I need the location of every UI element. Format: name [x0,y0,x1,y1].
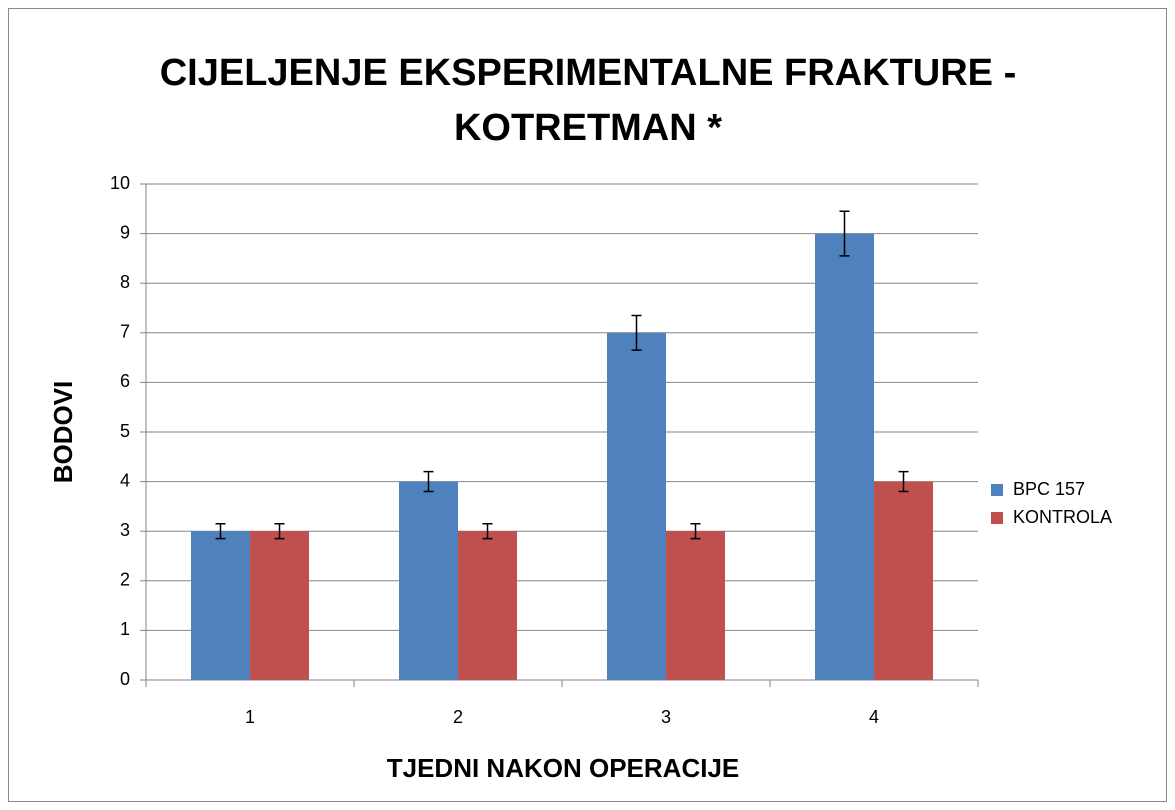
y-tick-label: 10 [110,173,130,193]
bar [607,332,666,680]
bar [399,481,458,680]
bar [815,233,874,680]
error-bar [215,523,226,540]
y-tick-label: 3 [120,520,130,540]
x-tick-label: 1 [245,707,255,727]
legend-label: KONTROLA [1013,507,1112,527]
y-tick-label: 4 [120,470,130,490]
y-tick-label: 8 [120,272,130,292]
x-tick-label: 4 [869,707,879,727]
y-tick-label: 9 [120,222,130,242]
x-tick-label: 3 [661,707,671,727]
bar [250,531,309,680]
error-bar [839,210,850,257]
error-bar [274,523,285,540]
bar [191,531,250,680]
y-axis-label: BODOVI [48,381,78,484]
bar [458,531,517,680]
x-axis-label: TJEDNI NAKON OPERACIJE [387,753,740,783]
x-tick-label: 2 [453,707,463,727]
y-tick-label: 0 [120,669,130,689]
chart-title: KOTRETMAN * [454,107,722,149]
error-bar [690,523,701,540]
y-tick-label: 7 [120,322,130,342]
error-bar [898,470,909,493]
error-bar [631,314,642,351]
error-bar [423,470,434,493]
legend-swatch [991,512,1003,524]
bar [874,481,933,680]
y-tick-label: 6 [120,371,130,391]
y-tick-label: 1 [120,619,130,639]
legend-label: BPC 157 [1013,479,1085,499]
y-tick-label: 5 [120,421,130,441]
bar [666,531,725,680]
chart-title: CIJELJENJE EKSPERIMENTALNE FRAKTURE - [160,52,1017,94]
y-tick-label: 2 [120,570,130,590]
error-bar [482,523,493,540]
legend-swatch [991,484,1003,496]
